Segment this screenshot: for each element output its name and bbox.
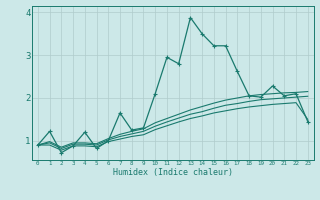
X-axis label: Humidex (Indice chaleur): Humidex (Indice chaleur)	[113, 168, 233, 177]
